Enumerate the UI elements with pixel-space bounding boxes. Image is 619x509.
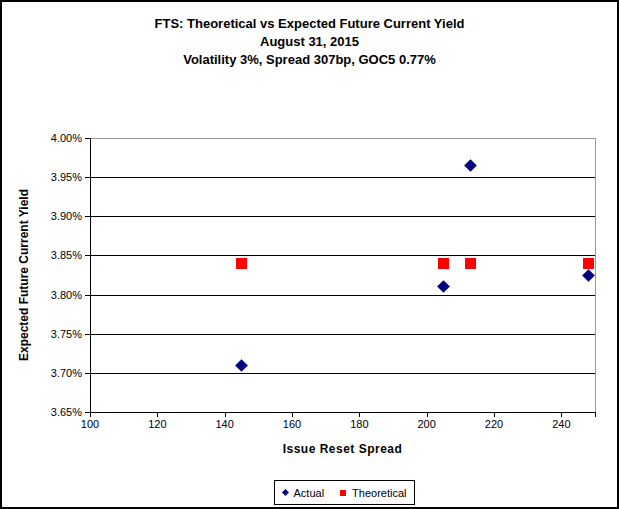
y-tick-label: 3.95%	[2, 171, 82, 184]
data-point-theoretical	[438, 258, 449, 269]
gridline	[90, 373, 595, 374]
data-point-theoretical	[583, 258, 594, 269]
gridline	[90, 334, 595, 335]
legend-item-actual: Actual	[283, 487, 325, 499]
gridline	[90, 177, 595, 178]
y-tick-mark	[85, 138, 90, 139]
x-tick-label: 100	[68, 418, 112, 431]
actual-diamond-icon	[281, 489, 288, 496]
y-tick-label: 3.70%	[2, 367, 82, 380]
x-tick-mark	[157, 413, 158, 417]
data-point-theoretical	[236, 258, 247, 269]
x-tick-label: 140	[203, 418, 247, 431]
x-axis-title: Issue Reset Spread	[90, 442, 595, 456]
data-point-actual	[437, 280, 450, 293]
gridline	[90, 255, 595, 256]
x-tick-mark	[595, 413, 596, 417]
legend: Actual Theoretical	[274, 480, 415, 505]
y-tick-label: 3.80%	[2, 289, 82, 302]
x-tick-label: 240	[539, 418, 583, 431]
x-tick-mark	[225, 413, 226, 417]
x-tick-mark	[359, 413, 360, 417]
data-point-theoretical	[465, 258, 476, 269]
y-axis-line	[90, 138, 91, 413]
x-tick-label: 120	[135, 418, 179, 431]
legend-label-actual: Actual	[294, 487, 325, 499]
x-tick-mark	[561, 413, 562, 417]
x-tick-label: 220	[472, 418, 516, 431]
legend-label-theoretical: Theoretical	[352, 487, 406, 499]
theoretical-square-icon	[340, 490, 346, 496]
chart-subtitle-params: Volatility 3%, Spread 307bp, GOC5 0.77%	[2, 51, 617, 69]
x-tick-mark	[292, 413, 293, 417]
x-tick-label: 200	[405, 418, 449, 431]
chart-title: FTS: Theoretical vs Expected Future Curr…	[2, 15, 617, 33]
y-tick-mark	[85, 177, 90, 178]
plot-area	[90, 138, 595, 412]
chart-frame: FTS: Theoretical vs Expected Future Curr…	[0, 0, 619, 509]
plot-border-right	[595, 138, 596, 412]
chart-subtitle-date: August 31, 2015	[2, 33, 617, 51]
data-point-actual	[235, 359, 248, 372]
y-tick-label: 3.75%	[2, 328, 82, 341]
x-tick-mark	[90, 413, 91, 417]
y-tick-label: 3.85%	[2, 249, 82, 262]
x-tick-mark	[427, 413, 428, 417]
x-tick-label: 180	[337, 418, 381, 431]
y-tick-mark	[85, 295, 90, 296]
y-tick-label: 3.90%	[2, 210, 82, 223]
y-tick-label: 4.00%	[2, 132, 82, 145]
gridline	[90, 216, 595, 217]
data-point-actual	[582, 269, 595, 282]
y-tick-mark	[85, 216, 90, 217]
data-point-actual	[464, 159, 477, 172]
x-axis-line	[90, 412, 596, 413]
y-tick-mark	[85, 373, 90, 374]
legend-item-theoretical: Theoretical	[340, 487, 406, 499]
x-tick-mark	[494, 413, 495, 417]
x-tick-label: 160	[270, 418, 314, 431]
y-tick-mark	[85, 334, 90, 335]
y-tick-mark	[85, 255, 90, 256]
gridline	[90, 295, 595, 296]
chart-title-block: FTS: Theoretical vs Expected Future Curr…	[2, 15, 617, 69]
plot-border-top	[90, 138, 595, 139]
